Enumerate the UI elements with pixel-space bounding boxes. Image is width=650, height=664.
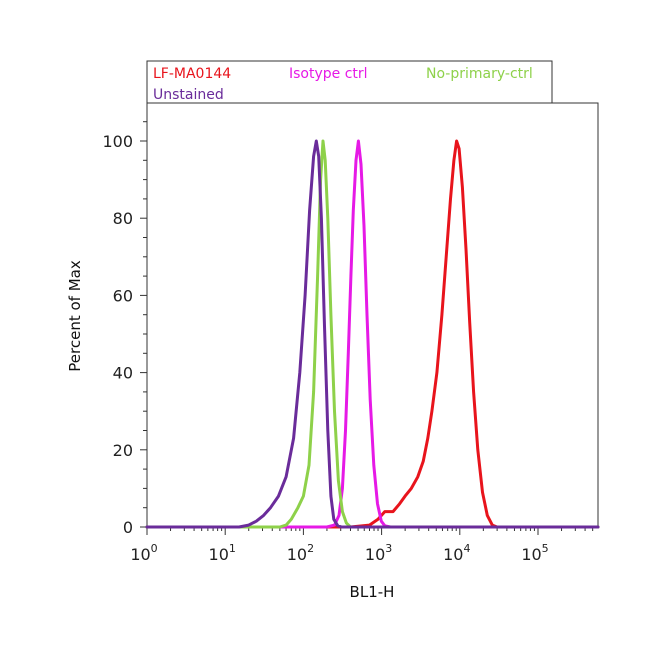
y-tick-label: 100 — [102, 132, 133, 151]
series-line-lf-ma0144 — [145, 139, 600, 529]
series-line-unstained — [145, 139, 600, 529]
series-layer — [145, 139, 600, 529]
y-tick-label: 80 — [113, 209, 133, 228]
series-line-no-primary-ctrl — [145, 139, 600, 529]
y-axis-title: Percent of Max — [66, 260, 84, 372]
x-tick-label: 100 — [130, 542, 157, 564]
y-tick-label: 60 — [113, 286, 133, 305]
legend-label-lf-ma0144: LF-MA0144 — [153, 66, 231, 82]
y-tick-label: 0 — [123, 518, 133, 537]
series-line-isotype-ctrl — [145, 139, 600, 529]
legend-label-unstained: Unstained — [153, 87, 224, 103]
y-tick-label: 20 — [113, 441, 133, 460]
legend-label-isotype-ctrl: Isotype ctrl — [289, 66, 368, 82]
x-tick-label: 101 — [209, 542, 236, 564]
axes: 0 20 40 60 80 100 100 101 102 103 104 105 — [102, 121, 594, 564]
x-tick-label: 105 — [521, 542, 548, 564]
legend-label-no-primary-ctrl: No-primary-ctrl — [426, 66, 533, 82]
legend-box — [146, 60, 553, 104]
x-tick-label: 103 — [365, 542, 392, 564]
y-tick-label: 40 — [113, 364, 133, 383]
x-tick-label: 104 — [443, 542, 470, 564]
x-axis-title: BL1-H — [350, 583, 395, 601]
x-tick-label: 102 — [287, 542, 314, 564]
